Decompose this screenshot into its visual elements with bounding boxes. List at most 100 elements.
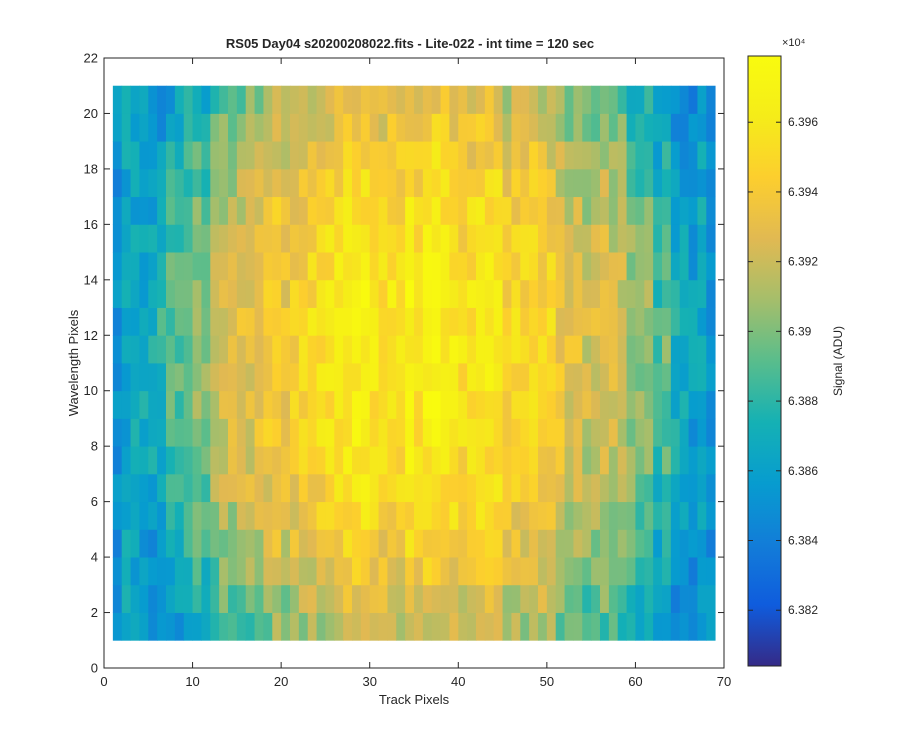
heatmap-cell (254, 529, 264, 558)
heatmap-cell (467, 279, 477, 308)
heatmap-cell (352, 446, 362, 475)
heatmap-cell (210, 557, 220, 586)
heatmap-cell (440, 224, 450, 253)
heatmap-cell (298, 501, 309, 530)
heatmap-cell (405, 196, 415, 225)
heatmap-cell (520, 307, 530, 336)
heatmap-cell (476, 224, 486, 253)
heatmap-cell (670, 141, 681, 170)
heatmap-cell (396, 335, 406, 364)
heatmap-cell (334, 446, 344, 475)
heatmap-cell (653, 224, 663, 253)
heatmap-cell (484, 612, 495, 641)
heatmap-cell (166, 113, 176, 142)
heatmap-cell (112, 168, 123, 198)
heatmap-cell (484, 446, 495, 475)
heatmap-cell (529, 224, 539, 253)
heatmap-cell (706, 252, 716, 281)
heatmap-cell (582, 85, 592, 114)
heatmap-cell (139, 307, 149, 336)
heatmap-cell (236, 612, 247, 641)
heatmap-cell (325, 557, 335, 586)
heatmap-cell (493, 252, 503, 281)
heatmap-cell (192, 446, 202, 475)
heatmap-cell (467, 473, 477, 503)
heatmap-cell (263, 446, 273, 475)
heatmap-cell (706, 141, 716, 170)
heatmap-cell (130, 446, 140, 475)
heatmap-cell (183, 307, 193, 336)
heatmap-cell (582, 141, 592, 170)
heatmap-cell (272, 85, 282, 114)
heatmap-cell (564, 418, 574, 447)
heatmap-cell (290, 363, 300, 392)
heatmap-cell (697, 501, 707, 530)
heatmap-cell (360, 501, 371, 530)
heatmap-cell (529, 363, 539, 392)
heatmap-cell (290, 141, 300, 170)
heatmap-cell (670, 418, 681, 447)
heatmap-cell (458, 529, 468, 558)
heatmap-cell (617, 335, 627, 364)
heatmap-cell (183, 113, 193, 142)
heatmap-cell (449, 557, 459, 586)
heatmap-cell (343, 307, 353, 336)
heatmap-cell (148, 473, 158, 503)
heatmap-cell (582, 529, 592, 558)
y-tick-label: 4 (91, 550, 98, 565)
heatmap-cell (706, 335, 716, 364)
heatmap-cell (529, 85, 539, 114)
heatmap-cell (617, 113, 627, 142)
heatmap-cell (263, 557, 273, 586)
heatmap-cell (290, 335, 300, 364)
heatmap-cell (192, 473, 202, 503)
heatmap-cell (538, 113, 548, 142)
heatmap-cell (688, 335, 698, 364)
heatmap-cell (325, 85, 335, 114)
heatmap-cell (591, 390, 601, 419)
heatmap-cell (307, 501, 317, 530)
heatmap-cell (573, 418, 583, 447)
heatmap-cell (157, 224, 167, 253)
heatmap-cell (555, 168, 565, 198)
heatmap-cell (591, 85, 601, 114)
heatmap-cell (307, 473, 317, 503)
heatmap-cell (688, 473, 698, 503)
heatmap-cell (626, 113, 636, 142)
heatmap-cell (608, 113, 619, 142)
heatmap-cell (192, 196, 202, 225)
heatmap-cell (112, 446, 123, 475)
heatmap-cell (174, 584, 185, 613)
heatmap-cell (228, 418, 238, 447)
heatmap-cell (121, 529, 131, 558)
heatmap-cell (290, 307, 300, 336)
heatmap-cell (174, 446, 185, 475)
heatmap-cell (121, 85, 131, 114)
heatmap-cell (405, 113, 415, 142)
heatmap-cell (582, 557, 592, 586)
heatmap-cell (484, 529, 495, 558)
heatmap-cell (529, 473, 539, 503)
heatmap-cell (325, 335, 335, 364)
heatmap-cell (538, 473, 548, 503)
heatmap-cell (148, 252, 158, 281)
heatmap-cell (112, 307, 123, 336)
heatmap-cell (538, 141, 548, 170)
heatmap-cell (236, 390, 247, 419)
heatmap-cell (467, 363, 477, 392)
heatmap-cell (644, 363, 654, 392)
heatmap-cell (688, 612, 698, 641)
heatmap-cell (166, 473, 176, 503)
heatmap-cell (422, 612, 433, 641)
heatmap-cell (192, 224, 202, 253)
heatmap-cell (387, 557, 397, 586)
heatmap-cell (183, 612, 193, 641)
heatmap-cell (219, 168, 229, 198)
heatmap-cell (520, 335, 530, 364)
heatmap-cell (546, 418, 557, 447)
heatmap-cell (183, 390, 193, 419)
heatmap-cell (130, 390, 140, 419)
heatmap-cell (369, 307, 379, 336)
heatmap-cell (334, 612, 344, 641)
heatmap-cell (555, 335, 565, 364)
